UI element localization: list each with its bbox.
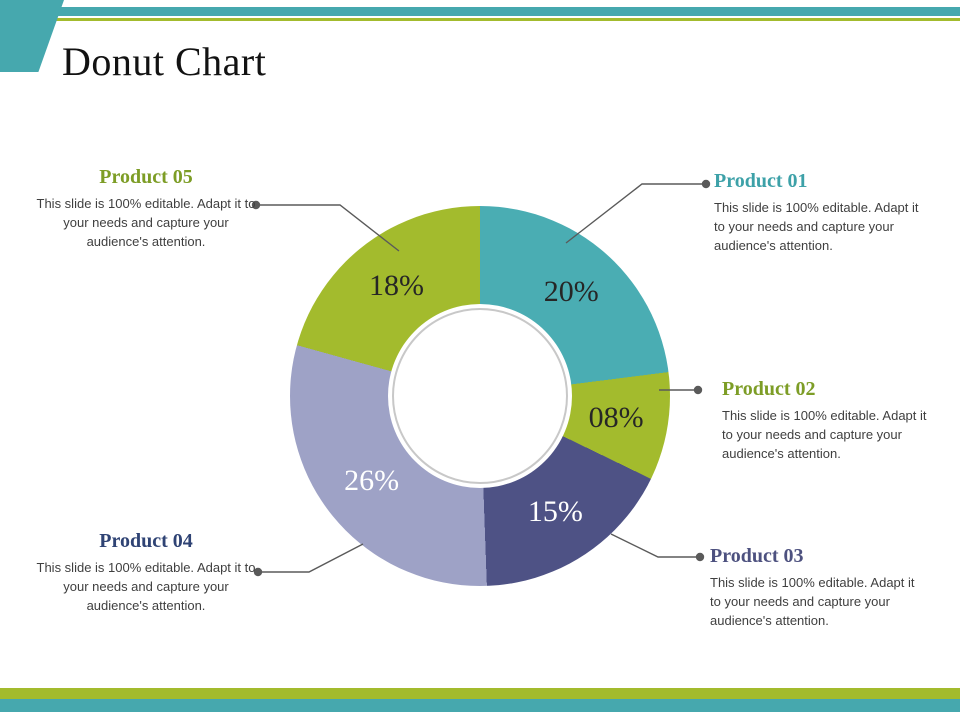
corner-accent-shape [0, 0, 64, 72]
callout-title: Product 03 [710, 545, 804, 567]
callout-description: This slide is 100% editable. Adapt it to… [36, 560, 256, 613]
slide-title: Donut Chart [62, 39, 267, 84]
leader-dot-product-02 [693, 385, 703, 395]
segment-value-label: 18% [368, 269, 424, 303]
callout-description: This slide is 100% editable. Adapt it to… [722, 408, 927, 461]
callout-description: This slide is 100% editable. Adapt it to… [714, 200, 919, 253]
callout-description: This slide is 100% editable. Adapt it to… [710, 575, 915, 628]
callout-title: Product 01 [714, 170, 808, 192]
callout-product-02: Product 02 This slide is 100% editable. … [722, 378, 932, 464]
callout-product-01: Product 01 This slide is 100% editable. … [714, 170, 928, 256]
callout-title: Product 02 [722, 378, 816, 400]
top-accent-bar-olive [0, 18, 960, 21]
callout-product-05: Product 05 This slide is 100% editable. … [32, 166, 260, 252]
segment-value-label: 26% [344, 464, 400, 498]
donut-hole-ring [392, 308, 568, 484]
bottom-accent-bar-teal [0, 699, 960, 712]
bottom-accent-bar-olive [0, 688, 960, 699]
callout-description: This slide is 100% editable. Adapt it to… [36, 196, 256, 249]
leader-dot-product-01 [701, 179, 711, 189]
donut-chart: 20% 08% 15% 26% 18% [290, 206, 670, 586]
segment-value-label: 15% [527, 494, 583, 528]
callout-product-04: Product 04 This slide is 100% editable. … [32, 530, 260, 616]
top-accent-bar-teal [0, 7, 960, 16]
callout-title: Product 05 [99, 166, 193, 188]
callout-product-03: Product 03 This slide is 100% editable. … [710, 545, 926, 631]
segment-value-label: 08% [588, 401, 644, 435]
leader-dot-product-03 [695, 552, 705, 562]
callout-title: Product 04 [99, 530, 193, 552]
segment-value-label: 20% [543, 275, 599, 309]
